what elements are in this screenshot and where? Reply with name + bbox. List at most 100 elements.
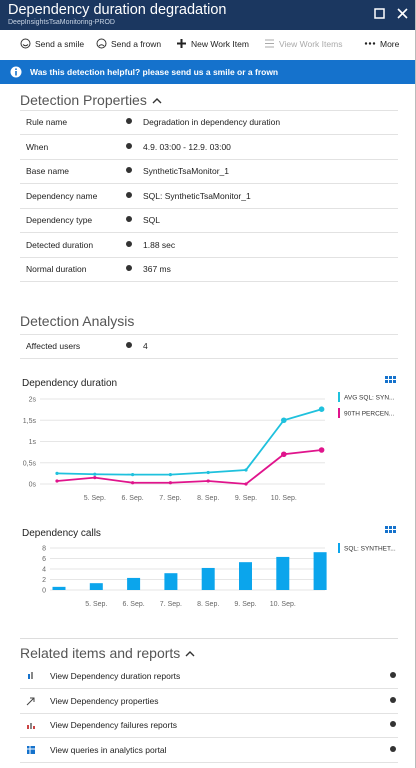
item-icon — [26, 745, 36, 757]
section-header: Detection Analysis — [20, 313, 134, 329]
legend-label: AVG SQL: SYN... — [344, 395, 395, 402]
x-tick-label: 10. Sep. — [270, 601, 296, 608]
y-tick-label: 8 — [42, 546, 46, 553]
info-icon[interactable] — [390, 721, 396, 727]
property-row: Rule name Degradation in dependency durat… — [20, 110, 398, 135]
y-tick-label: 6 — [42, 556, 46, 563]
x-tick-label: 5. Sep. — [84, 495, 106, 502]
y-tick-label: 1s — [29, 439, 37, 446]
data-point — [318, 406, 325, 412]
x-tick-label: 7. Sep. — [160, 601, 182, 608]
property-value: 367 ms — [143, 264, 171, 274]
x-tick-label: 7. Sep. — [159, 495, 181, 502]
info-icon[interactable] — [126, 167, 132, 173]
smile-button[interactable]: Send a smile — [20, 38, 84, 49]
button-label: New Work Item — [191, 38, 249, 49]
chart-title: Dependency duration — [22, 378, 117, 389]
chart-title: Dependency calls — [22, 528, 101, 539]
info-icon[interactable] — [126, 216, 132, 222]
data-point — [168, 473, 172, 477]
property-row: Base name SyntheticTsaMonitor_1 — [20, 159, 398, 184]
info-icon[interactable] — [126, 118, 132, 124]
info-icon[interactable] — [126, 240, 132, 247]
layout-icon[interactable] — [385, 526, 396, 533]
series-line — [56, 408, 322, 476]
data-point — [55, 471, 59, 475]
property-label: Detected duration — [26, 239, 94, 250]
data-point — [244, 482, 248, 486]
data-point — [206, 470, 210, 475]
property-row: When 4.9. 03:00 - 12.9. 03:00 — [20, 135, 398, 160]
info-icon[interactable] — [390, 696, 396, 703]
item-icon — [26, 671, 36, 683]
related-item[interactable]: View queries in analytics portal — [20, 738, 398, 763]
related-item[interactable]: View Dependency properties — [20, 689, 398, 714]
property-value: SQL: SyntheticTsaMonitor_1 — [143, 190, 251, 201]
property-label: Affected users — [26, 341, 81, 351]
data-point — [93, 472, 97, 476]
series-line — [56, 449, 322, 485]
item-label: View Dependency properties — [50, 695, 159, 706]
blade-subtitle: DeepInsightsTsaMonitoring-PROD — [8, 19, 115, 26]
y-tick-label: 2 — [42, 577, 46, 584]
feedback-banner: Was this detection helpful? please send … — [0, 60, 415, 84]
info-icon[interactable] — [126, 142, 132, 149]
info-icon[interactable] — [126, 191, 132, 198]
legend-swatch — [338, 543, 340, 553]
data-point — [206, 479, 210, 483]
data-point — [281, 417, 287, 424]
info-icon[interactable] — [390, 672, 396, 678]
x-tick-label: 6. Sep. — [122, 495, 144, 502]
data-point — [93, 476, 97, 480]
y-tick-label: 2s — [29, 397, 37, 404]
data-point — [318, 447, 325, 453]
item-icon — [26, 720, 36, 732]
info-icon[interactable] — [390, 745, 396, 752]
bar — [89, 583, 103, 590]
view-work-items-button[interactable]: View Work Items — [264, 38, 342, 49]
info-icon[interactable] — [126, 342, 132, 348]
y-tick-label: 0s — [29, 482, 37, 489]
section-header[interactable]: Detection Properties — [20, 92, 162, 108]
y-tick-label: 0 — [42, 588, 46, 595]
bar — [239, 562, 252, 590]
property-label: Normal duration — [26, 264, 87, 274]
blade-title: Dependency duration degradation — [8, 2, 227, 18]
bar — [276, 556, 290, 590]
window-controls[interactable] — [374, 8, 408, 20]
bar — [127, 577, 141, 590]
header: Dependency duration degradation DeepInsi… — [0, 0, 415, 30]
item-icon — [26, 696, 36, 708]
property-value: SQL — [143, 215, 161, 225]
data-point — [131, 473, 135, 477]
legend-label: 90TH PERCEN... — [344, 411, 394, 418]
calls-chart: Dependency calls 0 2 4 6 8 5. Sep. 6. Sep. 7. Se… — [22, 526, 396, 608]
layout-icon[interactable] — [385, 376, 396, 383]
divider — [20, 638, 398, 639]
section-title: Detection Analysis — [20, 313, 135, 329]
property-label: Rule name — [26, 117, 68, 127]
property-label: Dependency name — [26, 190, 98, 201]
section-header[interactable]: Related items and reports — [20, 645, 195, 661]
item-label: View Dependency duration reports — [50, 671, 181, 681]
legend-swatch — [338, 392, 340, 402]
bar — [52, 586, 66, 590]
item-label: View queries in analytics portal — [50, 744, 167, 755]
new-work-item-button[interactable]: New Work Item — [176, 38, 249, 49]
item-label: View Dependency failures reports — [50, 720, 177, 730]
more-button[interactable]: More — [364, 38, 399, 49]
frown-button[interactable]: Send a frown — [96, 38, 161, 49]
table-top — [20, 334, 398, 335]
y-tick-label: 4 — [42, 567, 46, 574]
property-value: 1.88 sec — [143, 239, 176, 250]
property-value: SyntheticTsaMonitor_1 — [143, 166, 229, 176]
x-tick-label: 9. Sep. — [235, 495, 257, 502]
related-item[interactable]: View Dependency duration reports — [20, 664, 398, 689]
property-label: Base name — [26, 166, 69, 176]
related-item[interactable]: View Dependency failures reports — [20, 713, 398, 738]
property-value: Degradation in dependency duration — [143, 117, 281, 127]
x-tick-label: 6. Sep. — [123, 601, 145, 608]
info-icon[interactable] — [126, 265, 132, 271]
bar — [201, 567, 215, 590]
button-label: More — [380, 38, 400, 49]
